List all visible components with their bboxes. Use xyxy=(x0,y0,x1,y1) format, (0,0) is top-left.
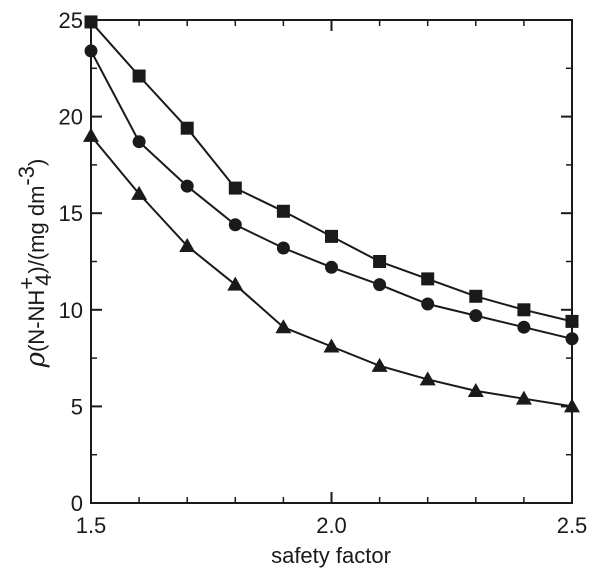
data-point-square xyxy=(421,272,435,286)
data-point-square xyxy=(325,229,338,243)
data-point-square xyxy=(565,314,579,328)
series-line-circle xyxy=(90,50,573,340)
y-axis-title-exponent: -3 xyxy=(14,166,39,186)
data-point-square xyxy=(373,255,387,268)
y-tick-label: 25 xyxy=(59,8,83,33)
data-point-square xyxy=(180,121,194,135)
data-point-circle xyxy=(325,260,338,274)
data-point-triangle xyxy=(275,319,292,334)
data-point-triangle xyxy=(419,371,436,386)
x-tick-label: 2.0 xyxy=(316,513,347,538)
data-point-circle xyxy=(180,179,194,193)
y-axis-title-subscript: 4 xyxy=(31,274,56,286)
data-point-triangle xyxy=(83,127,99,142)
y-tick-label: 5 xyxy=(71,394,83,419)
y-tick-label: 10 xyxy=(59,298,83,323)
data-point-circle xyxy=(469,309,483,323)
y-axis-title: ρ(N-NH+4)/(mg dm-3) xyxy=(14,159,56,369)
data-point-circle xyxy=(276,241,290,255)
data-point-circle xyxy=(132,135,146,149)
data-point-triangle xyxy=(179,238,196,253)
x-tick-label: 1.5 xyxy=(76,513,107,538)
data-point-square xyxy=(469,289,483,303)
data-point-circle xyxy=(421,297,435,311)
data-point-triangle xyxy=(227,276,244,291)
data-point-circle xyxy=(84,44,98,58)
data-point-triangle xyxy=(515,390,532,405)
data-point-triangle xyxy=(323,338,340,353)
y-tick-label: 20 xyxy=(59,105,83,130)
y-axis-title-text-pre: (N-NH xyxy=(24,290,49,352)
data-point-triangle xyxy=(564,398,580,413)
data-point-triangle xyxy=(467,382,484,397)
data-point-circle xyxy=(565,332,579,346)
data-point-triangle xyxy=(131,185,148,200)
data-point-circle xyxy=(517,320,531,334)
data-point-square xyxy=(84,15,98,29)
y-axis-title-text-post: )/(mg dm xyxy=(24,186,49,274)
data-point-triangle xyxy=(371,357,388,372)
axis-tick-labels: 1.5 2.0 2.5 0 5 10 15 20 25 xyxy=(59,8,588,538)
data-point-square xyxy=(517,303,531,317)
y-tick-label: 15 xyxy=(59,201,83,226)
y-axis-title-symbol: ρ xyxy=(21,351,51,368)
data-point-circle xyxy=(228,218,242,232)
data-point-square xyxy=(276,204,290,218)
series-markers xyxy=(83,15,580,413)
y-axis-title-superscript: + xyxy=(14,277,39,290)
data-point-circle xyxy=(373,278,387,292)
data-point-square xyxy=(228,181,242,195)
y-tick-label: 0 xyxy=(71,491,83,516)
x-tick-label: 2.5 xyxy=(557,513,588,538)
series-line-square xyxy=(90,21,573,323)
x-axis-title: safety factor xyxy=(271,543,391,568)
axis-ticks xyxy=(90,19,573,504)
data-point-square xyxy=(132,69,146,83)
y-axis-title-close: ) xyxy=(24,159,49,166)
